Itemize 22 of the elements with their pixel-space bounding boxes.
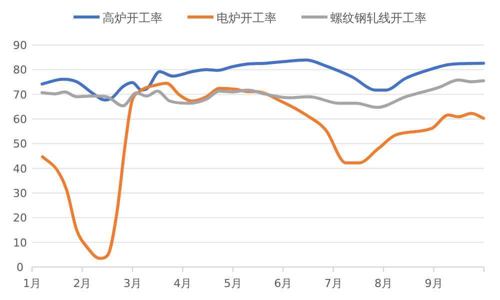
y-tick-label: 90: [13, 39, 27, 52]
legend-label: 电炉开工率: [216, 11, 276, 25]
y-tick-label: 40: [13, 162, 27, 176]
y-tick-label: 70: [13, 88, 27, 102]
x-tick-label: 8月: [374, 277, 393, 290]
x-tick-label: 3月: [123, 277, 142, 290]
y-tick-label: 20: [13, 212, 27, 225]
legend-label: 螺纹钢轧线开工率: [330, 11, 426, 25]
y-tick-label: 0: [16, 261, 24, 274]
y-tick-label: 60: [13, 113, 27, 126]
x-tick-label: 2月: [73, 277, 92, 290]
x-tick-label: 6月: [274, 277, 292, 290]
y-tick-label: 10: [13, 236, 27, 250]
x-tick-label: 4月: [174, 277, 192, 290]
y-tick-label: 80: [13, 64, 27, 77]
legend-label: 高炉开工率: [102, 11, 162, 25]
x-tick-label: 7月: [324, 277, 342, 290]
x-tick-label: 5月: [224, 277, 242, 290]
x-tick-label: 9月: [424, 277, 443, 290]
x-tick-label: 1月: [23, 277, 41, 290]
y-tick-label: 30: [13, 187, 27, 200]
y-tick-label: 50: [13, 138, 27, 151]
